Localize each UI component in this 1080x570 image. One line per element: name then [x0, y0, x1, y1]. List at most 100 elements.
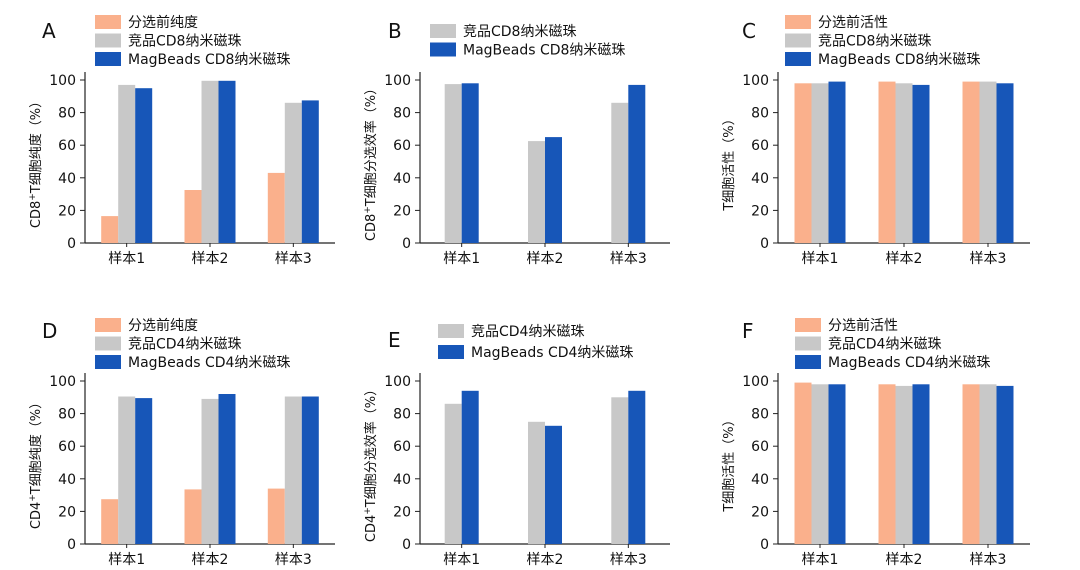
legend-label: 竞品CD8纳米磁珠	[463, 23, 576, 40]
legend-label: MagBeads CD4纳米磁珠	[828, 355, 990, 371]
y-tick-label: 100	[742, 374, 769, 390]
bar-3-3	[301, 396, 319, 544]
bar-2-1	[811, 83, 829, 243]
y-tick-label: 60	[751, 138, 769, 154]
bar-2-2	[201, 398, 219, 544]
bar-3-1	[135, 398, 153, 544]
bar-2-1	[118, 84, 136, 244]
legend-swatch	[785, 15, 811, 29]
legend-swatch	[95, 336, 121, 351]
bar-1-2	[878, 384, 896, 544]
bar-1-1	[794, 83, 812, 243]
bar-3-3	[996, 385, 1014, 544]
bar-2-1	[461, 83, 479, 243]
legend-label: MagBeads CD8纳米磁珠	[128, 52, 290, 68]
legend-label: MagBeads CD8纳米磁珠	[818, 52, 980, 68]
y-tick-label: 20	[751, 203, 769, 219]
panel-letter: A	[42, 19, 56, 43]
bar-3-1	[828, 384, 846, 544]
y-tick-label: 60	[751, 439, 769, 455]
y-tick-label: 80	[393, 407, 411, 423]
y-tick-label: 100	[384, 73, 411, 89]
legend-swatch	[95, 318, 121, 332]
y-tick-label: 40	[58, 171, 76, 187]
bar-1-1	[794, 382, 812, 544]
legend-swatch	[95, 355, 121, 369]
y-axis-label: CD8+T细胞分选效率（%）	[363, 82, 379, 241]
x-tick-label: 样本3	[970, 552, 1007, 566]
panel-letter: F	[742, 319, 754, 343]
y-axis-label: T细胞活性（%）	[722, 413, 737, 512]
y-tick-label: 80	[751, 106, 769, 122]
bar-3-1	[828, 81, 846, 243]
y-axis-label: CD4+T细胞分选效率（%）	[363, 383, 379, 542]
bar-2-3	[284, 396, 302, 544]
legend-swatch	[430, 24, 456, 38]
legend-swatch	[430, 42, 456, 57]
x-tick-label: 样本2	[527, 552, 564, 566]
y-axis-label: CD8+T细胞纯度（%）	[28, 95, 44, 228]
y-tick-label: 0	[402, 537, 411, 553]
panel-letter: B	[388, 19, 402, 43]
bar-1-2	[184, 489, 202, 544]
bar-3-3	[996, 83, 1014, 243]
bar-1-3	[962, 384, 980, 544]
bar-1-1	[101, 216, 119, 243]
y-tick-label: 20	[58, 504, 76, 520]
bar-1-2	[184, 190, 202, 243]
legend-swatch	[785, 52, 811, 66]
x-tick-label: 样本2	[527, 251, 564, 267]
bar-2-3	[979, 81, 997, 243]
legend-label: 分选前纯度	[128, 14, 198, 31]
y-tick-label: 60	[393, 439, 411, 455]
y-tick-label: 100	[384, 374, 411, 390]
y-axis-label: CD4+T细胞纯度（%）	[28, 396, 44, 529]
legend-label: 分选前活性	[818, 14, 888, 31]
legend-swatch	[95, 15, 121, 29]
legend-label: 分选前活性	[828, 317, 898, 334]
bar-3-2	[912, 384, 930, 544]
legend-label: 竞品CD4纳米磁珠	[128, 336, 241, 353]
y-tick-label: 100	[49, 73, 76, 89]
bar-2-3	[979, 384, 997, 544]
legend-label: 竞品CD4纳米磁珠	[828, 336, 941, 353]
x-tick-label: 样本3	[610, 552, 647, 566]
bar-2-3	[628, 390, 646, 544]
bar-2-1	[811, 384, 829, 544]
bar-2-2	[545, 425, 562, 544]
panel-letter: C	[742, 19, 756, 43]
legend-swatch	[95, 33, 121, 48]
panel-letter: E	[388, 328, 401, 352]
bar-1-2	[878, 81, 896, 243]
panel-letter: D	[42, 319, 57, 343]
bar-1-1	[444, 84, 462, 243]
x-tick-label: 样本2	[886, 552, 923, 566]
x-tick-label: 样本1	[108, 552, 145, 566]
y-tick-label: 40	[393, 171, 411, 187]
y-tick-label: 80	[58, 106, 76, 122]
legend-swatch	[795, 336, 821, 351]
legend-swatch	[785, 33, 811, 48]
legend-label: 竞品CD4纳米磁珠	[471, 323, 584, 340]
x-tick-label: 样本2	[886, 251, 923, 267]
x-tick-label: 样本3	[275, 251, 312, 267]
legend-label: MagBeads CD4纳米磁珠	[471, 345, 633, 361]
legend-label: 竞品CD8纳米磁珠	[128, 33, 241, 50]
bar-2-2	[895, 385, 913, 544]
bar-3-2	[218, 394, 236, 544]
x-tick-label: 样本1	[802, 251, 839, 267]
legend-swatch	[438, 324, 464, 338]
bar-3-1	[135, 88, 153, 243]
y-axis-label: T细胞活性（%）	[722, 112, 737, 211]
bar-1-3	[611, 397, 629, 544]
y-tick-label: 0	[760, 236, 769, 252]
x-tick-label: 样本3	[970, 251, 1007, 267]
bar-1-3	[267, 488, 285, 544]
legend-label: 竞品CD8纳米磁珠	[818, 33, 931, 50]
y-tick-label: 0	[760, 537, 769, 553]
legend-label: 分选前纯度	[128, 317, 198, 334]
x-tick-label: 样本3	[610, 251, 647, 267]
x-tick-label: 样本2	[192, 251, 229, 267]
bar-1-2	[528, 141, 545, 243]
